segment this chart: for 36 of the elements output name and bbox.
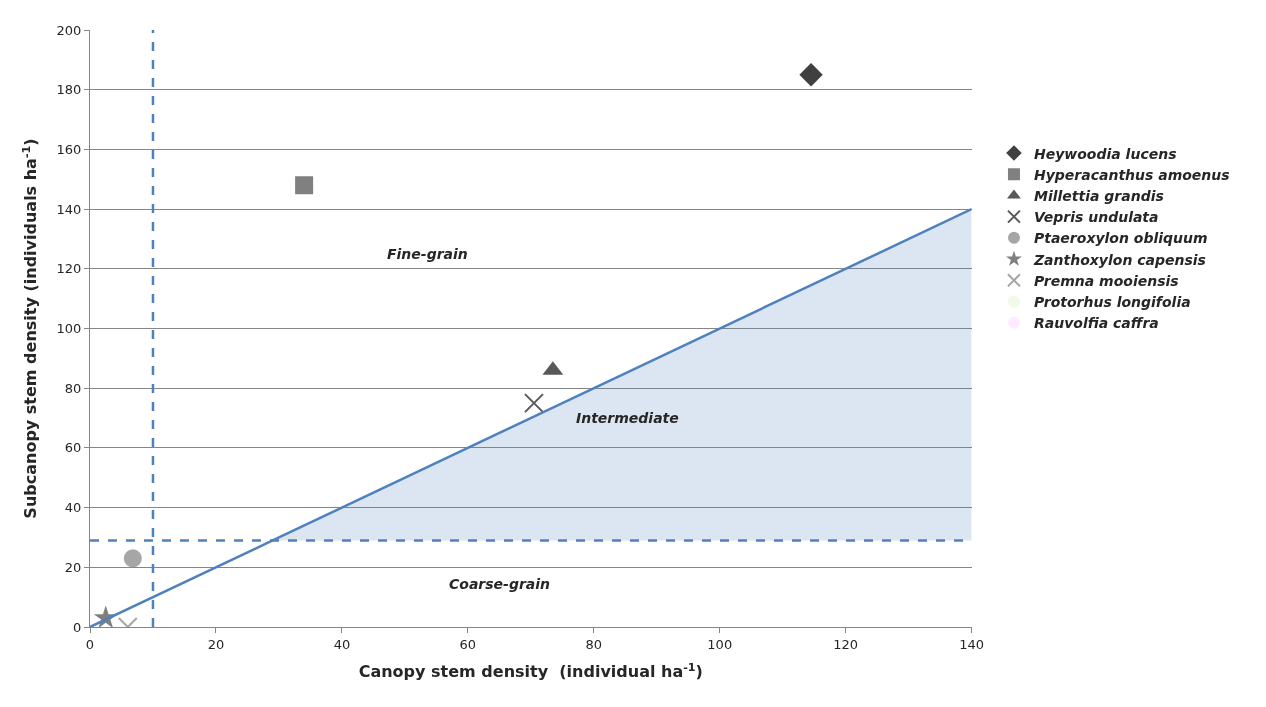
annotation: Intermediate: [576, 410, 679, 426]
x-tick-label: 20: [207, 636, 225, 652]
point: [295, 176, 314, 195]
annotation: Coarse-grain: [449, 576, 551, 592]
legend-label: Hyperacanthus amoenus: [1033, 166, 1230, 183]
x-tick-label: 80: [585, 636, 603, 652]
legend-label: Vepris undulata: [1033, 209, 1159, 226]
point: [523, 393, 544, 414]
legend-label: Millettia grandis: [1033, 187, 1164, 204]
y-tick-label: 60: [64, 440, 82, 456]
y-tick-label: 0: [73, 619, 82, 635]
y-tick-label: 180: [56, 82, 82, 98]
x-tick-label: 0: [85, 636, 95, 652]
legend-label: Protorhus longifolia: [1033, 293, 1191, 310]
y-tick-label: 200: [56, 22, 82, 38]
y-tick-label: 40: [64, 500, 82, 516]
x-tick-label: 140: [959, 636, 985, 652]
y-tick-label: 80: [64, 380, 82, 396]
legend-label: Zanthoxylon capensis: [1032, 251, 1206, 268]
x-axis-title: Canopy stem density (individual ha$^{-1}$): [358, 660, 703, 682]
x-tick-label: 120: [833, 636, 859, 652]
x-tick-label: 100: [707, 636, 733, 652]
legend-label: Ptaeroxylon obliquum: [1033, 230, 1208, 247]
x-tick-label: 60: [459, 636, 477, 652]
y-tick-label: 20: [64, 559, 82, 575]
point: [123, 549, 142, 568]
annotation: Fine-grain: [387, 246, 468, 262]
legend-label: Rauvolfia caffra: [1033, 315, 1159, 332]
y-tick-label: 140: [56, 201, 82, 217]
y-tick-label: 120: [56, 261, 82, 277]
y-tick-label: 160: [56, 141, 82, 157]
point: [799, 63, 823, 87]
x-tick-label: 40: [333, 636, 351, 652]
legend-label: Heywoodia lucens: [1033, 145, 1177, 162]
y-tick-label: 100: [56, 321, 82, 337]
legend-label: Premna mooiensis: [1033, 272, 1179, 289]
